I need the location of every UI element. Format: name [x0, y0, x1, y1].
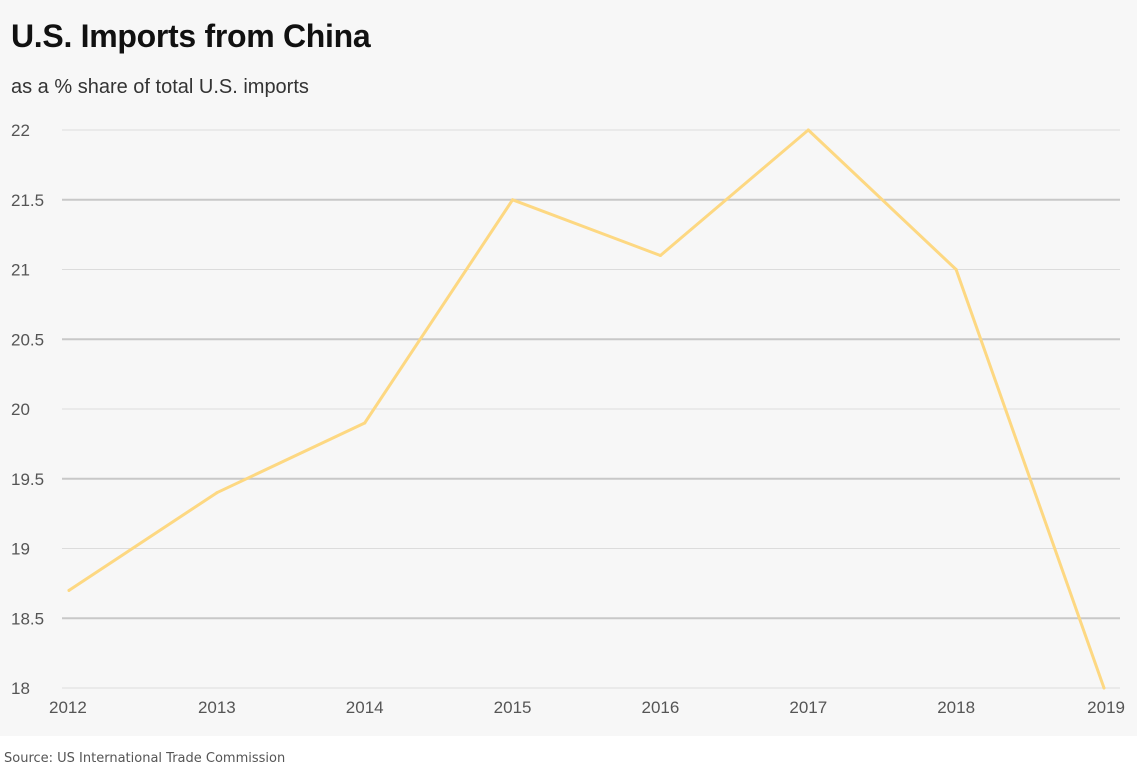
x-tick-label: 2018 [937, 698, 975, 717]
data-point [658, 254, 662, 258]
x-tick-label: 2017 [789, 698, 827, 717]
x-tick-label: 2012 [49, 698, 87, 717]
y-tick-label: 22 [11, 121, 30, 140]
y-tick-label: 19.5 [11, 470, 44, 489]
data-point [806, 128, 810, 132]
data-point [363, 421, 367, 425]
series-layer [67, 128, 1106, 690]
data-point [215, 491, 219, 495]
source-note: Source: US International Trade Commissio… [4, 751, 286, 766]
y-tick-label: 18 [11, 679, 30, 698]
x-axis-ticks: 2012 2013 2014 2015 2016 2017 2018 2019 [49, 698, 1125, 717]
data-point [954, 268, 958, 271]
y-axis-ticks: 18 18.5 19 19.5 20 20.5 21 21.5 22 [11, 121, 44, 698]
y-tick-label: 18.5 [11, 609, 44, 628]
data-point [67, 588, 71, 592]
x-tick-label: 2016 [642, 698, 680, 717]
y-tick-label: 21 [11, 261, 30, 280]
data-point [511, 198, 515, 202]
x-tick-label: 2019 [1087, 698, 1125, 717]
y-tick-label: 21.5 [11, 191, 44, 210]
x-tick-label: 2015 [494, 698, 532, 717]
x-tick-label: 2013 [198, 698, 236, 717]
y-tick-label: 19 [11, 540, 30, 559]
gridlines [62, 129, 1120, 689]
chart-panel [0, 0, 1137, 736]
y-tick-label: 20.5 [11, 330, 44, 349]
data-point [1102, 686, 1106, 690]
series-line [67, 128, 1106, 690]
chart-subtitle: as a % share of total U.S. imports [11, 76, 309, 98]
chart-title: U.S. Imports from China [11, 18, 371, 54]
x-tick-label: 2014 [346, 698, 384, 717]
y-tick-label: 20 [11, 400, 30, 419]
